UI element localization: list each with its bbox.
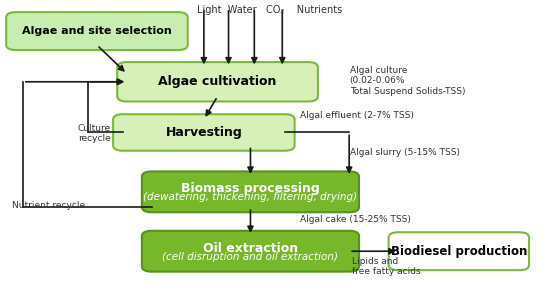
- Text: Algae cultivation: Algae cultivation: [158, 75, 277, 88]
- Text: Lipids and
free fatty acids: Lipids and free fatty acids: [352, 257, 421, 276]
- FancyBboxPatch shape: [113, 114, 295, 151]
- FancyBboxPatch shape: [6, 12, 188, 50]
- Text: Biodiesel production: Biodiesel production: [390, 245, 527, 258]
- Text: Biomass processing: Biomass processing: [181, 182, 320, 195]
- FancyBboxPatch shape: [142, 231, 359, 272]
- Text: Light  Water   CO₂    Nutrients: Light Water CO₂ Nutrients: [197, 5, 343, 15]
- FancyBboxPatch shape: [389, 232, 529, 270]
- Text: Oil extraction: Oil extraction: [203, 242, 298, 255]
- Text: Culture
recycle: Culture recycle: [78, 124, 111, 143]
- FancyBboxPatch shape: [117, 62, 318, 102]
- FancyBboxPatch shape: [142, 171, 359, 212]
- Text: Algal effluent (2-7% TSS): Algal effluent (2-7% TSS): [300, 111, 414, 120]
- Text: (dewatering, thickening, filtering, drying): (dewatering, thickening, filtering, dryi…: [144, 192, 358, 202]
- Text: Nutrient recycle: Nutrient recycle: [12, 200, 85, 210]
- Text: Algal culture
(0.02-0.06%
Total Suspend Solids-TSS): Algal culture (0.02-0.06% Total Suspend …: [350, 66, 465, 96]
- Text: Algae and site selection: Algae and site selection: [22, 26, 172, 36]
- Text: Algal slurry (5-15% TSS): Algal slurry (5-15% TSS): [350, 148, 460, 157]
- Text: Algal cake (15-25% TSS): Algal cake (15-25% TSS): [300, 215, 411, 224]
- Text: (cell disruption and oil extraction): (cell disruption and oil extraction): [162, 252, 338, 262]
- Text: Harvesting: Harvesting: [166, 126, 242, 139]
